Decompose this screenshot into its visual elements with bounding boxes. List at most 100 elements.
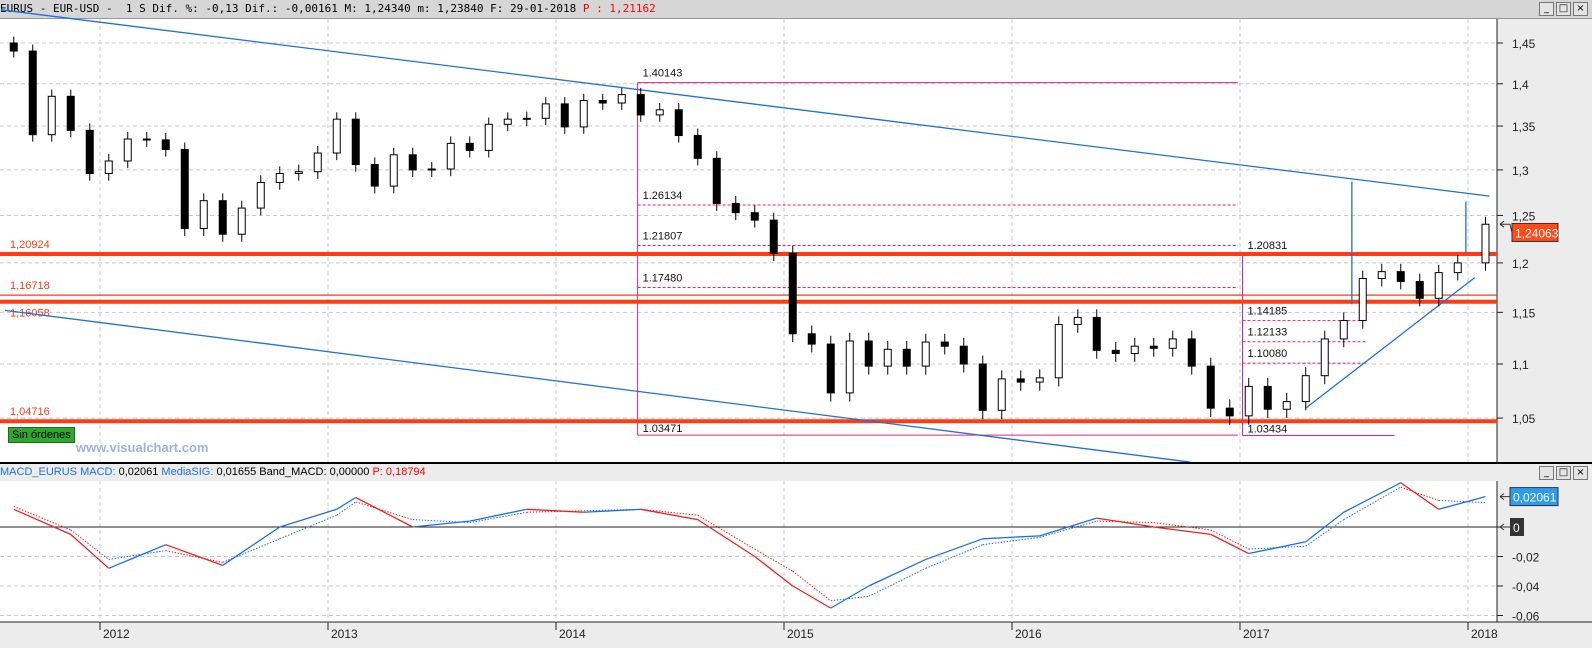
signal-line-segment bbox=[355, 501, 413, 521]
signal-line-segment bbox=[1153, 522, 1211, 531]
macd-line-segment bbox=[925, 538, 983, 561]
zero-tag bbox=[1510, 518, 1524, 536]
candle-body bbox=[351, 118, 360, 166]
max-value: 1,24340 bbox=[364, 2, 411, 15]
support-label: 1,04716 bbox=[10, 406, 50, 418]
signal-line-segment bbox=[1039, 520, 1097, 538]
x-tick-label: 2015 bbox=[787, 627, 814, 641]
candle-body bbox=[636, 94, 645, 116]
macd-line-segment bbox=[583, 508, 641, 513]
candle-body bbox=[1092, 316, 1101, 351]
macd-value-tag-label: 0,02061 bbox=[1513, 491, 1557, 505]
candle-body bbox=[541, 103, 550, 119]
macd-line-segment bbox=[526, 508, 584, 513]
candle-body bbox=[1225, 407, 1234, 417]
candle-body bbox=[503, 118, 512, 125]
trendline bbox=[4, 309, 1190, 463]
fib-low-label: 1.03434 bbox=[1247, 424, 1287, 436]
candle-body bbox=[142, 138, 151, 141]
candle-body bbox=[275, 172, 284, 183]
signal-line-segment bbox=[830, 595, 869, 602]
macd-line-segment bbox=[1039, 517, 1097, 537]
orders-badge[interactable]: Sin órdenes bbox=[8, 427, 75, 443]
macd-window-controls: _ □ × bbox=[1539, 466, 1588, 480]
candle-body bbox=[123, 138, 132, 162]
candle-body bbox=[1377, 271, 1386, 279]
trendline bbox=[0, 9, 1490, 197]
y-tick-label: 1,2 bbox=[1512, 257, 1529, 271]
candle-body bbox=[845, 340, 854, 394]
minimize-button[interactable]: _ bbox=[1539, 2, 1554, 16]
fib-level-label: 1.14185 bbox=[1247, 306, 1287, 318]
x-tick-label: 2013 bbox=[331, 627, 358, 641]
signal-line-segment bbox=[982, 536, 1040, 546]
candle-body bbox=[902, 348, 911, 367]
date-value: 29-01-2018 bbox=[510, 2, 577, 15]
candle-body bbox=[1244, 385, 1253, 417]
candle-body bbox=[579, 99, 588, 128]
signal-line-segment bbox=[1096, 520, 1154, 524]
macd-line-segment bbox=[1438, 495, 1486, 510]
candle-body bbox=[180, 149, 189, 230]
macd-label: MACD: bbox=[80, 466, 116, 478]
candle-body bbox=[712, 157, 721, 204]
macd-line-segment bbox=[336, 496, 357, 510]
macd-value-tag bbox=[1509, 487, 1559, 507]
x-tick-label: 2014 bbox=[559, 627, 586, 641]
y-tick-label: 1,05 bbox=[1512, 412, 1536, 426]
close-button[interactable]: × bbox=[1573, 2, 1588, 16]
macd-line-segment bbox=[13, 508, 72, 535]
macd-line-segment bbox=[1248, 541, 1306, 555]
fib-level-label: 1.17480 bbox=[643, 273, 683, 285]
signal-line-segment bbox=[1210, 529, 1249, 550]
candle-body bbox=[66, 95, 75, 131]
y-tick-label: 1,15 bbox=[1512, 306, 1536, 320]
p-label: P : bbox=[582, 2, 603, 15]
band-label: Band_MACD: bbox=[259, 466, 327, 478]
candle-body bbox=[1206, 365, 1215, 409]
dif-pct-label: Dif. %: bbox=[152, 2, 199, 15]
candle-body bbox=[465, 142, 474, 151]
macd-line-segment bbox=[982, 535, 1040, 540]
candle-body bbox=[1149, 345, 1158, 349]
candle-body bbox=[997, 378, 1006, 411]
maximize-button[interactable]: □ bbox=[1556, 2, 1571, 16]
candle-body bbox=[731, 202, 740, 214]
macd-line-segment bbox=[355, 496, 414, 528]
macd-line-segment bbox=[279, 508, 337, 528]
macd-arrow-icon bbox=[1499, 493, 1510, 500]
trendline bbox=[1305, 277, 1476, 409]
min-value: 1,23840 bbox=[437, 2, 484, 15]
signal-line-segment bbox=[583, 508, 641, 512]
macd-p-value: 0,18794 bbox=[385, 466, 426, 478]
zero-arrow-icon bbox=[1499, 523, 1510, 531]
candle-body bbox=[1339, 319, 1348, 340]
separator: - bbox=[39, 2, 47, 15]
macd-line-segment bbox=[1305, 511, 1345, 543]
candle-body bbox=[1396, 271, 1405, 282]
macd-p-label: P: bbox=[372, 466, 383, 478]
signal-line-segment bbox=[279, 514, 337, 540]
signal-line-segment bbox=[13, 505, 71, 531]
candle-body bbox=[370, 164, 379, 187]
candle-body bbox=[522, 117, 531, 120]
macd-minimize-button[interactable]: _ bbox=[1539, 466, 1554, 480]
candle-body bbox=[1054, 324, 1063, 379]
fib-level-label: 1.12133 bbox=[1247, 327, 1287, 339]
candle-body bbox=[1358, 277, 1367, 321]
signal-line-segment bbox=[469, 511, 527, 524]
candle-body bbox=[1035, 377, 1044, 383]
macd-close-button[interactable]: × bbox=[1573, 466, 1588, 480]
macd-maximize-button[interactable]: □ bbox=[1556, 466, 1571, 480]
candle-body bbox=[617, 94, 626, 104]
y-tick-label: 1,25 bbox=[1512, 209, 1536, 223]
fib-level-label: 1.21807 bbox=[643, 231, 683, 243]
x-tick-label: 2016 bbox=[1015, 627, 1042, 641]
candle-body bbox=[47, 95, 56, 136]
candle-body bbox=[560, 103, 569, 128]
y-tick-label: 1,1 bbox=[1512, 358, 1529, 372]
support-label: 1,16718 bbox=[10, 280, 50, 292]
candle-body bbox=[237, 207, 246, 235]
signal-line-segment bbox=[640, 508, 698, 516]
